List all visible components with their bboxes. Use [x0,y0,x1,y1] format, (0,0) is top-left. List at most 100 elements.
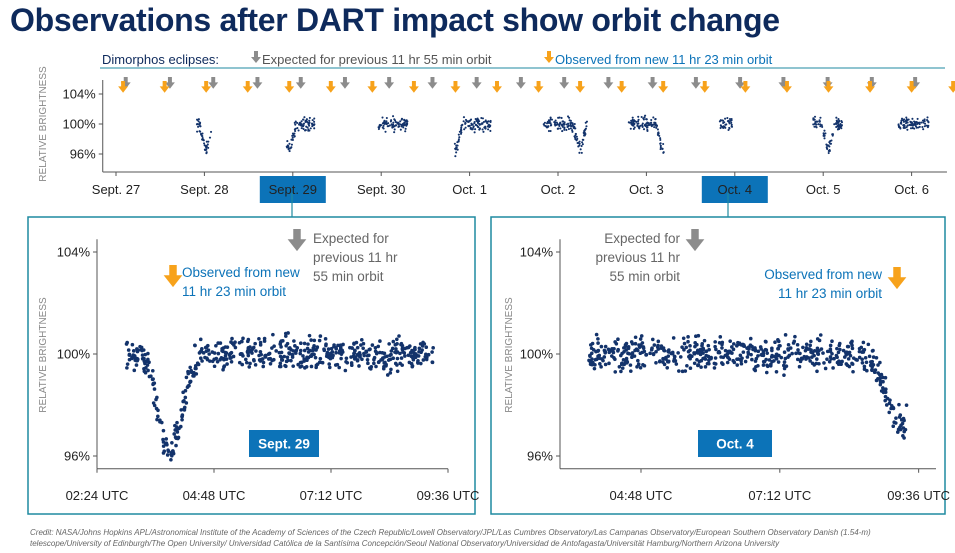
detail-data-point [410,364,415,369]
detail-data-point [904,403,909,407]
detail-data-point [374,364,378,369]
detail-data-point [713,362,718,366]
detail-data-point [903,427,908,432]
overview-data-point [457,133,460,136]
detail-data-point [736,340,740,345]
overview-data-point [640,115,643,119]
overview-data-point [578,151,581,154]
overview-data-point [301,125,305,128]
overview-data-point [482,120,485,124]
overview-data-point [839,123,842,126]
overview-data-point [909,120,912,123]
overview-data-point [840,119,843,123]
detail-data-point [602,355,607,359]
overview-data-point [583,134,586,137]
detail-data-point [688,366,693,371]
overview-data-point [302,118,305,121]
detail-data-point [246,353,251,358]
detail-x-tick-label: 02:24 UTC [66,488,129,503]
detail-data-point [222,364,227,368]
detail-data-point [682,348,686,352]
detail-data-point [599,365,603,369]
overview-data-point [460,126,463,129]
detail-data-point [410,348,414,353]
detail-data-point [369,364,374,369]
detail-data-point [380,351,385,355]
detail-data-point [636,348,640,353]
detail-data-point [229,359,234,364]
expected-eclipse-arrow-icon [340,77,350,89]
detail-data-point [261,360,266,365]
overview-data-point [916,117,919,120]
detail-data-point [619,353,623,358]
detail-data-point [725,360,730,365]
detail-data-point [381,356,385,360]
overview-data-point [312,123,315,126]
detail-data-point [184,401,189,405]
overview-data-point [290,143,293,146]
overview-data-point [909,124,912,127]
detail-data-point [361,341,366,346]
detail-data-point [424,345,429,349]
detail-data-point [228,351,233,356]
detail-data-point [360,357,364,362]
detail-data-point [686,339,690,344]
overview-data-point [900,122,903,125]
legend-observed: Observed from new 11 hr 23 min orbit [555,52,773,67]
detail-data-point [419,361,423,366]
detail-data-point [587,358,591,363]
overview-data-point [487,124,490,127]
overview-data-point [915,126,918,129]
expected-eclipse-arrow-icon [735,77,746,89]
detail-data-point [815,349,819,354]
detail-data-point [312,347,316,352]
observed-eclipse-arrow-icon [450,81,461,93]
expected-eclipse-arrow-icon [559,77,570,89]
detail-data-point [399,356,404,360]
overview-data-point [573,123,576,126]
detail-data-point [278,342,283,346]
detail-data-point [403,354,407,358]
detail-data-point [343,368,348,373]
detail-data-point [376,360,381,365]
observed-eclipse-arrow-icon [948,81,955,93]
detail-data-point [373,349,378,354]
overview-data-point [922,119,925,122]
overview-data-point [825,143,828,146]
detail-data-point [610,349,615,353]
overview-data-point [629,127,632,130]
detail-data-point [739,361,744,366]
overview-data-point [657,132,660,135]
detail-data-point [864,360,869,365]
detail-data-point [827,359,832,364]
detail-data-point [767,358,772,362]
overview-data-point [392,115,395,118]
detail-data-point [253,341,257,346]
detail-data-point [358,355,362,359]
detail-data-point [309,364,314,369]
overview-data-point [462,116,466,119]
overview-data-point [652,116,655,119]
detail-data-point [857,346,862,351]
overview-data-point [730,119,733,122]
detail-data-point [224,351,229,355]
overview-data-point [548,120,551,123]
detail-data-point [685,363,689,368]
detail-data-point [603,350,607,354]
detail-data-point [700,342,705,346]
expected-annotation-line: previous 11 hr [313,250,398,265]
detail-data-point [373,345,378,350]
detail-y-tick-label: 100% [520,347,554,362]
detail-data-point [837,359,841,363]
overview-data-point [196,118,199,121]
detail-data-point [753,359,758,363]
detail-data-point [846,357,851,361]
overview-data-point [911,122,914,125]
detail-data-point [869,363,873,367]
detail-data-point [798,351,802,356]
detail-data-point [413,347,417,352]
detail-data-point [633,335,638,340]
overview-data-point [823,137,826,140]
overview-data-point [487,128,490,131]
overview-data-point [837,120,840,123]
